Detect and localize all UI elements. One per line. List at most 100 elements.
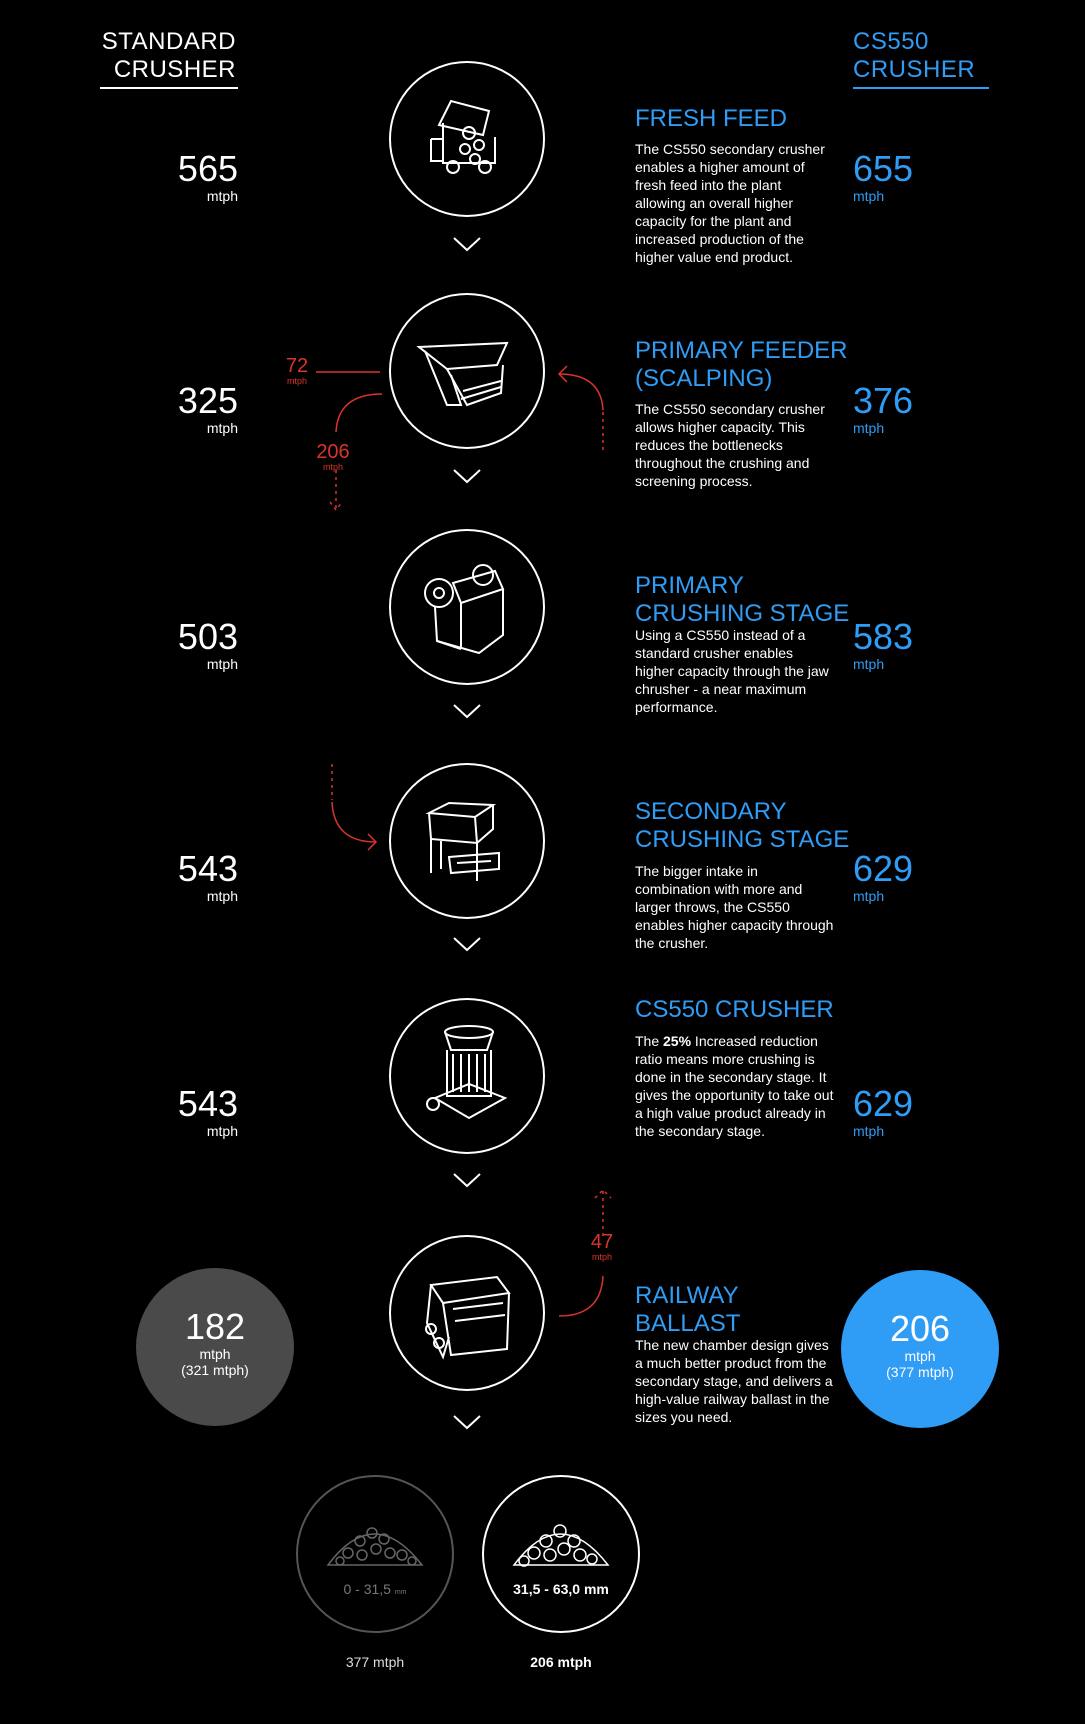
standard-unit: mtph [206,656,238,672]
size-text: 0 - 31,5 [343,1581,391,1597]
step-desc-cs550-crusher: The 25% Increased reduction ratio means … [635,1032,835,1140]
standard-value-cs550: 543 mtph [140,1083,238,1140]
product-fine-circle: 0 - 31,5 mm [296,1475,454,1633]
feeder-icon [416,341,509,407]
standard-heading-line-1: STANDARD [101,28,236,55]
standard-value-fresh-feed: 565 mtph [140,148,238,205]
standard-crusher-heading: STANDARD CRUSHER [96,28,236,84]
step-title-line: BALLAST [635,1310,741,1337]
standard-value: 543 [177,1083,238,1124]
step-title-line: PRIMARY [635,572,744,599]
step-title-cs550-crusher: CS550 CRUSHER [635,996,850,1024]
recirc-flow-arrow [558,1188,612,1317]
secondary-crushing-circle [389,763,545,919]
product-ballast-circle: 31,5 - 63,0 mm [482,1475,640,1633]
chevron-down-icon [452,703,482,719]
product-fine-rate: 377 mtph [345,1654,405,1670]
standard-unit: mtph [206,1123,238,1139]
step-desc-fresh-feed: The CS550 secondary crusher enables a hi… [635,141,825,265]
standard-value-secondary-crushing: 543 mtph [140,850,238,905]
chevron-down-icon [452,468,482,484]
cs550-heading-rule [853,87,989,89]
product-ballast-size: 31,5 - 63,0 mm [513,1581,609,1597]
standard-heading-rule [100,87,238,89]
step-title-primary-feeder: PRIMARY FEEDER (SCALPING) [635,337,850,393]
cone-crusher-icon [426,1025,508,1120]
cs550-total-sub: (377 mtph) [886,1364,954,1380]
standard-value-primary-crushing: 503 mtph [140,616,238,673]
cs550-unit: mtph [853,188,885,204]
desc-highlight: 25% [663,1033,692,1049]
flow-value: 206 [316,441,350,463]
chevron-down-icon [452,236,482,252]
step-title-line: FRESH FEED [635,105,788,132]
step-title-line: SECONDARY [635,798,787,825]
fresh-feed-circle [389,61,545,217]
cs550-total-badge: 206 mtph (377 mtph) [841,1270,999,1428]
stone-pile-icon [326,1527,424,1566]
bypass-down-arrow [329,470,343,512]
step-title-line: CRUSHING STAGE [635,826,850,853]
bypass-down-curve [335,393,383,433]
cs550-value-fresh-feed: 655 mtph [853,148,973,205]
desc-text: Increased reduction ratio means more cru… [635,1033,834,1139]
step-title-line: CS550 CRUSHER [635,996,834,1023]
bypass-join-arrow [331,764,378,851]
cs550-heading-line-2: CRUSHER [853,56,976,83]
feeder-flow-arrows [316,371,383,512]
step-title-line: CRUSHING STAGE [635,600,850,627]
step-title-line: (SCALPING) [635,365,773,392]
step-desc-secondary-crushing: The bigger intake in combination with mo… [635,863,834,951]
cs550-crusher-circle [389,998,545,1154]
standard-total-sub: (321 mtph) [181,1362,249,1378]
cs550-value-secondary-crushing: 629 mtph [853,850,973,905]
cs550-crusher-heading: CS550 CRUSHER [853,28,993,84]
stone-pile-icon [512,1524,610,1567]
standard-unit: mtph [206,888,238,904]
cs550-value: 376 [853,380,914,421]
desc-text: The [635,1033,664,1049]
standard-total-badge: 182 mtph (321 mtph) [136,1268,294,1426]
flow-value: 72 [285,355,309,377]
primary-crushing-circle [389,529,545,685]
step-title-fresh-feed: FRESH FEED [635,105,850,133]
cs550-unit: mtph [853,1123,885,1139]
cs550-unit: mtph [853,656,885,672]
step-title-line: PRIMARY FEEDER [635,337,848,364]
standard-unit: mtph [206,420,238,436]
cs550-unit: mtph [853,888,885,904]
cs550-value: 629 [853,1083,914,1124]
return-flow-arrow [557,365,604,450]
standard-heading-line-2: CRUSHER [113,56,236,83]
chevron-down-icon [452,1172,482,1188]
bypass-down-flow-label: 206 mtph [316,442,350,472]
flow-value: 47 [590,1231,614,1253]
cs550-unit: mtph [853,420,885,436]
standard-unit: mtph [206,188,238,204]
cs550-value: 583 [853,616,914,657]
size-unit: mm [394,1589,407,1596]
flow-unit: mtph [322,462,343,472]
standard-value: 503 [177,616,238,657]
step-title-secondary-crushing: SECONDARY CRUSHING STAGE [635,798,850,854]
chevron-down-icon [452,936,482,952]
step-title-primary-crushing: PRIMARY CRUSHING STAGE [635,572,850,628]
standard-value: 565 [177,148,238,189]
primary-feeder-circle [389,293,545,449]
standard-value-primary-feeder: 325 mtph [140,382,238,437]
product-fine-size: 0 - 31,5 mm [298,1581,452,1597]
hopper-icon [425,801,500,881]
step-desc-primary-crushing: Using a CS550 instead of a standard crus… [635,627,829,715]
standard-total-value: 182 [184,1306,246,1347]
cs550-total-value: 206 [889,1308,951,1349]
step-title-line: RAILWAY [635,1282,739,1309]
step-desc-railway-ballast: The new chamber design gives a much bett… [635,1337,833,1425]
step-title-railway-ballast: RAILWAY BALLAST [635,1282,850,1338]
cs550-total-unit: mtph [904,1348,936,1364]
flow-unit: mtph [286,376,307,386]
cs550-value-cs550: 629 mtph [853,1083,973,1140]
step-desc-primary-feeder: The CS550 secondary crusher allows highe… [635,401,825,489]
cs550-value: 655 [853,148,914,189]
railway-ballast-circle [389,1235,545,1391]
product-ballast-rate: 206 mtph [530,1654,592,1670]
